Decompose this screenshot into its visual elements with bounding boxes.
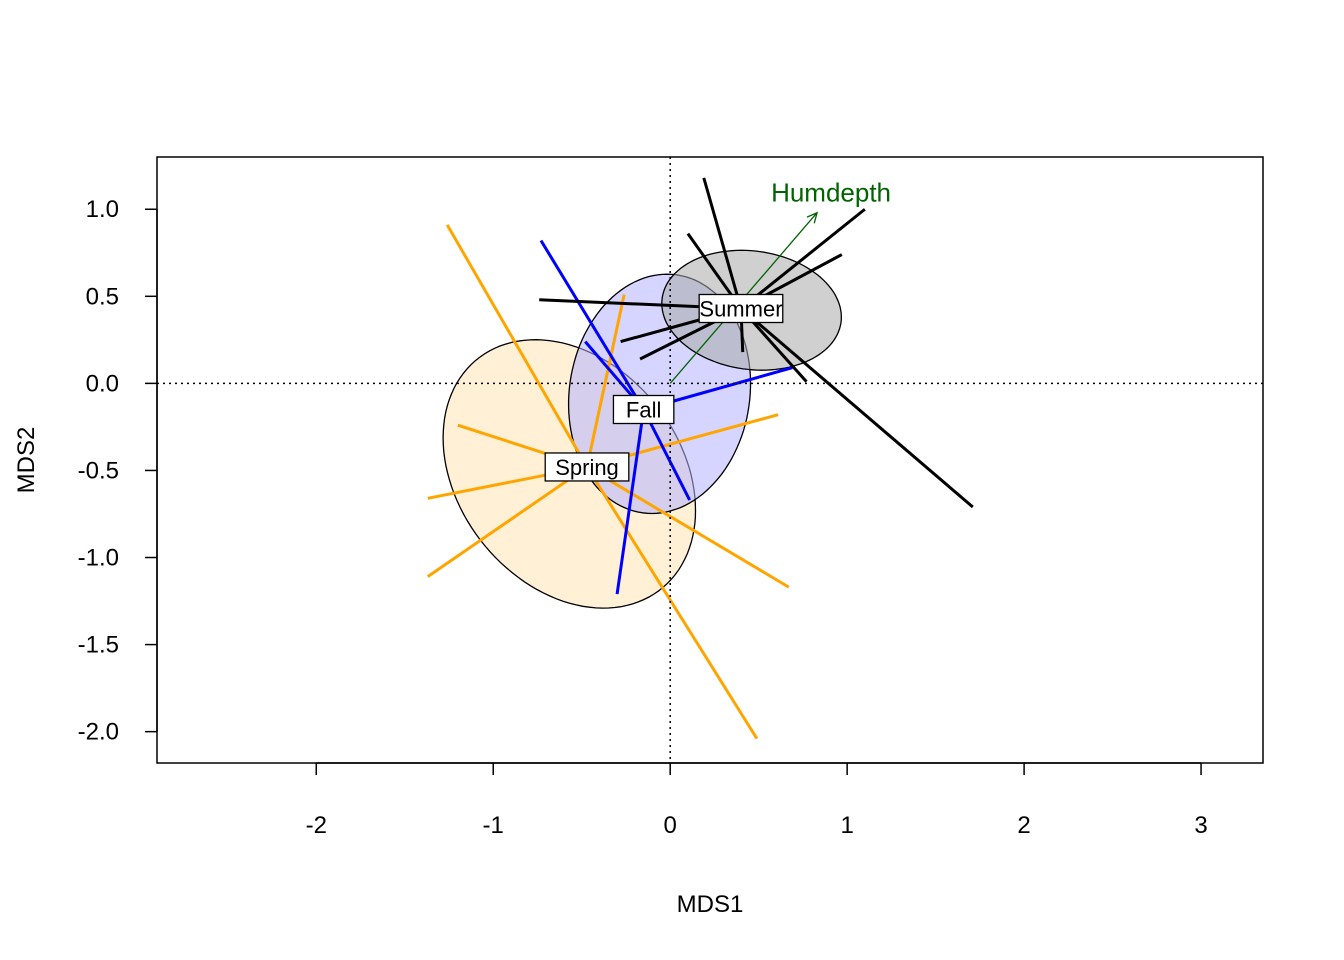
x-tick-label: -1 xyxy=(483,812,504,839)
x-tick-label: 3 xyxy=(1194,812,1207,839)
spider-fall-5 xyxy=(615,409,646,595)
spider-spring-1 xyxy=(445,224,589,468)
env-vector: Humdepth xyxy=(669,178,891,384)
x-axis-label: MDS1 xyxy=(677,891,744,918)
spider-spring-8 xyxy=(585,466,759,740)
spider-summer-2 xyxy=(740,208,866,310)
spider-summer-10 xyxy=(739,307,974,509)
x-tick-label: 1 xyxy=(840,812,853,839)
x-tick-label: -2 xyxy=(306,812,327,839)
zero-lines xyxy=(157,157,1263,763)
y-tick-label: -0.5 xyxy=(78,457,119,484)
spider-spring-2 xyxy=(585,294,626,468)
x-tick-label: 2 xyxy=(1017,812,1030,839)
y-tick-label: -1.5 xyxy=(78,632,119,659)
group-labels: Spring Fall Summer xyxy=(544,293,784,482)
vector-label: Humdepth xyxy=(771,178,891,208)
y-tick-label: -1.0 xyxy=(78,545,119,572)
spider-fall-4 xyxy=(642,408,691,501)
y-tick-label: 1.0 xyxy=(86,196,119,223)
y-axis-label: MDS2 xyxy=(13,427,40,494)
label-box-spring xyxy=(544,452,630,482)
spider-spring-7 xyxy=(586,465,790,589)
x-tick-label: 0 xyxy=(664,812,677,839)
group-spiders xyxy=(426,177,974,740)
y-tick-label: 0.0 xyxy=(86,370,119,397)
y-tick-label: 0.5 xyxy=(86,283,119,310)
label-summer: Summer xyxy=(699,297,782,322)
vector-arrowhead xyxy=(806,211,819,224)
spider-fall-1 xyxy=(539,239,645,411)
spider-spring-5 xyxy=(426,465,588,578)
axes: -2 -1 0 1 2 3 -2.0 -1.5 -1.0 -0.5 0.0 0.5 1.0 xyxy=(78,196,1208,839)
label-box-summer xyxy=(698,293,784,324)
y-tick-label: -2.0 xyxy=(78,719,119,746)
label-box-fall xyxy=(612,394,675,425)
label-spring: Spring xyxy=(555,455,619,480)
spider-summer-1 xyxy=(702,177,743,309)
label-fall: Fall xyxy=(626,398,661,423)
